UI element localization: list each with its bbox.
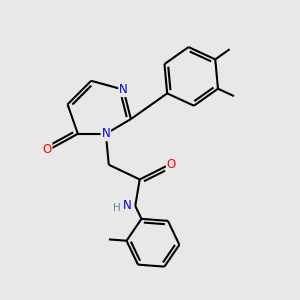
Text: N: N: [101, 127, 110, 140]
Text: O: O: [167, 158, 176, 171]
Text: N: N: [123, 199, 131, 212]
Text: N: N: [119, 83, 128, 96]
Text: O: O: [42, 143, 52, 157]
Text: H: H: [113, 203, 121, 213]
